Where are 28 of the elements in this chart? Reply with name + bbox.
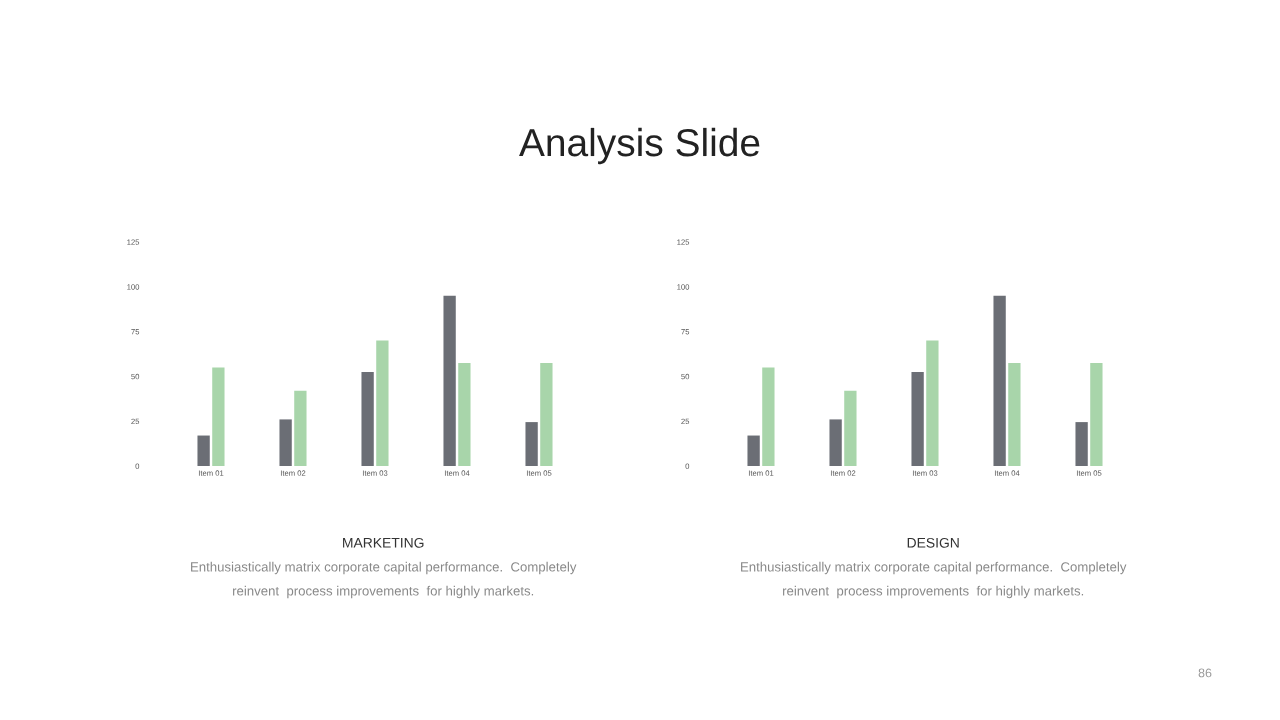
text: Enthusiastically matrix corporate capital performance. Completely (191, 561, 577, 575)
bar (361, 371, 374, 466)
bar (911, 371, 924, 466)
bar (212, 367, 225, 466)
bar (844, 390, 857, 466)
bar (829, 419, 842, 466)
bar (926, 340, 939, 466)
bar (279, 419, 292, 466)
bar (1075, 422, 1088, 466)
bar (197, 435, 210, 466)
bar (747, 435, 760, 466)
text: MARKETING (343, 537, 424, 548)
bar (294, 390, 307, 466)
bar (762, 367, 775, 466)
bar (993, 295, 1006, 466)
text: 86 (1198, 668, 1212, 678)
text: Analysis Slide (519, 127, 760, 165)
bar (1090, 362, 1103, 466)
text: Enthusiastically matrix corporate capital performance. Completely (741, 561, 1127, 575)
bar (540, 362, 553, 466)
bar (1008, 362, 1021, 466)
text: DESIGN (907, 537, 959, 548)
bar (458, 362, 471, 466)
bar (443, 295, 456, 466)
text: reinvent process improvements for highly markets. (783, 585, 1084, 599)
bar (525, 422, 538, 466)
text: reinvent process improvements for highly markets. (233, 585, 534, 599)
bar (376, 340, 389, 466)
